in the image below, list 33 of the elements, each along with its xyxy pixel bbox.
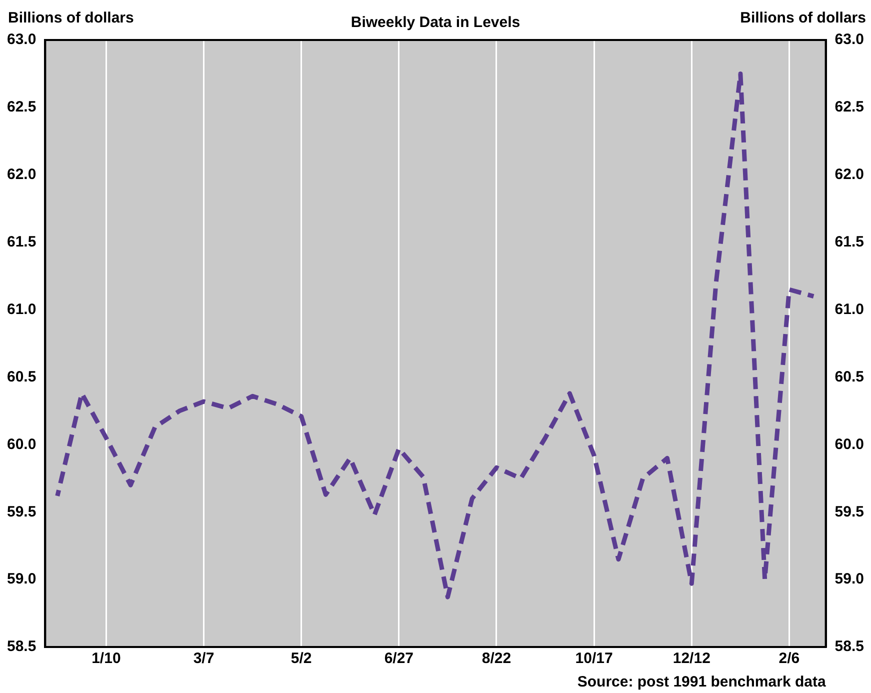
- line-series: [55, 71, 816, 600]
- x-tick-label: 2/6: [778, 650, 800, 668]
- y2-tick-label: 63.0: [834, 31, 864, 48]
- y-tick-label: 61.5: [6, 233, 36, 250]
- y-tick-label: 61.0: [6, 300, 36, 318]
- y-tick-label: 62.5: [6, 98, 36, 116]
- chart-title: Biweekly Data in Levels: [350, 14, 520, 32]
- x-tick-label: 8/22: [482, 650, 512, 668]
- y-tick-label: 59.5: [6, 503, 36, 520]
- y2-tick-label: 59.5: [834, 503, 864, 520]
- y2-tick-label: 60.0: [834, 436, 864, 453]
- y2-tick-label: 58.5: [834, 638, 864, 656]
- x-tick-label: 6/27: [384, 650, 414, 668]
- y2-tick-label: 61.0: [834, 300, 864, 318]
- y-tick-label: 60.5: [6, 368, 36, 386]
- x-tick-label: 1/10: [92, 650, 121, 668]
- y-axis-title: Billions of dollars: [8, 10, 134, 27]
- x-tick-label: 10/17: [575, 650, 613, 668]
- y2-tick-label: 62.5: [834, 98, 864, 116]
- y-tick-label: 58.5: [6, 638, 36, 656]
- y-tick-label: 63.0: [6, 31, 36, 48]
- y2-tick-label: 59.0: [834, 570, 864, 588]
- y2-axis-title: Billions of dollars: [740, 10, 866, 27]
- y2-tick-label: 61.5: [834, 233, 864, 250]
- source-note: Source: post 1991 benchmark data: [577, 674, 826, 691]
- x-tick-label: 3/7: [193, 650, 214, 668]
- y-tick-label: 60.0: [6, 436, 36, 453]
- y2-tick-label: 60.5: [834, 368, 864, 386]
- y-tick-label: 59.0: [6, 570, 36, 588]
- x-tick-label: 12/12: [672, 650, 710, 668]
- y2-tick-label: 62.0: [834, 166, 864, 184]
- x-tick-label: 5/2: [290, 650, 312, 668]
- y-tick-label: 62.0: [6, 166, 36, 184]
